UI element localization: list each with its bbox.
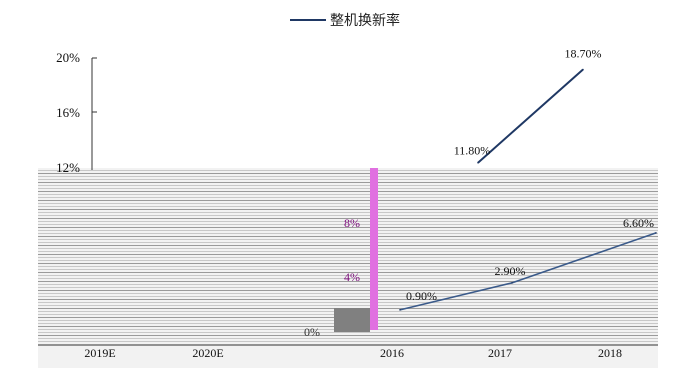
data-point (655, 232, 657, 234)
legend: 整机换新率 (290, 12, 400, 28)
data-point (477, 161, 479, 164)
inner-tick-label: 8% (344, 216, 360, 230)
left-tick-label: 20% (56, 50, 80, 65)
inner-tick-label: 0% (304, 325, 320, 339)
data-label: 11.80% (454, 144, 491, 158)
inner-y-axis: 8% 4% 0% (304, 216, 360, 339)
data-label: 0.90% (406, 289, 437, 303)
left-tick-label: 12% (56, 160, 80, 175)
data-point (399, 309, 401, 311)
chart-background-band (38, 168, 658, 368)
data-point (582, 68, 584, 71)
x-tick-label: 2016 (380, 346, 404, 360)
x-tick-label: 2017 (488, 346, 512, 360)
x-axis: 2019E 2020E 2016 2017 2018 (38, 344, 658, 360)
legend-label: 整机换新率 (330, 12, 400, 28)
x-tick-label: 2018 (598, 346, 622, 360)
inner-tick-label: 4% (344, 270, 360, 284)
data-label: 18.70% (565, 47, 602, 61)
series-layer: 0.90% 2.90% 6.60% 11.80% 18.70% (399, 47, 657, 311)
x-tick-label: 2019E (84, 346, 115, 360)
series-line-upper (477, 68, 584, 164)
data-label: 2.90% (495, 264, 526, 278)
left-y-axis: 20% 16% 12% (56, 50, 97, 175)
left-tick-label: 16% (56, 105, 80, 120)
x-tick-label: 2020E (192, 346, 223, 360)
data-point (511, 282, 513, 284)
data-label: 6.60% (623, 216, 654, 230)
